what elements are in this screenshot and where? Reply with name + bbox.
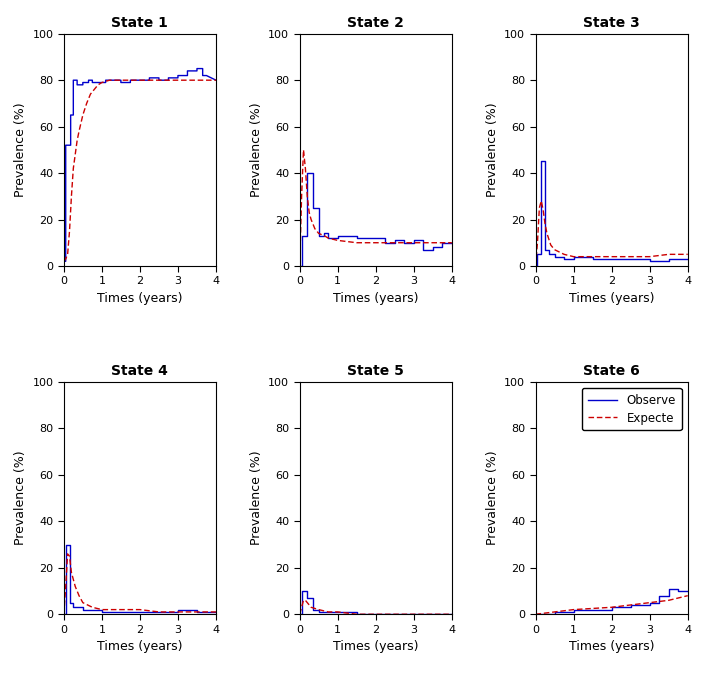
Legend: Observe, Expecte: Observe, Expecte [581,388,682,431]
Title: State 4: State 4 [111,364,168,378]
X-axis label: Times (years): Times (years) [569,292,654,305]
X-axis label: Times (years): Times (years) [333,292,418,305]
Y-axis label: Prevalence (%): Prevalence (%) [250,103,263,197]
Title: State 6: State 6 [584,364,640,378]
Y-axis label: Prevalence (%): Prevalence (%) [486,451,498,545]
Title: State 3: State 3 [584,16,640,30]
X-axis label: Times (years): Times (years) [333,640,418,653]
Title: State 1: State 1 [111,16,168,30]
Title: State 5: State 5 [347,364,404,378]
Title: State 2: State 2 [347,16,404,30]
X-axis label: Times (years): Times (years) [569,640,654,653]
Y-axis label: Prevalence (%): Prevalence (%) [250,451,263,545]
Y-axis label: Prevalence (%): Prevalence (%) [486,103,498,197]
X-axis label: Times (years): Times (years) [97,640,183,653]
Y-axis label: Prevalence (%): Prevalence (%) [14,451,27,545]
X-axis label: Times (years): Times (years) [97,292,183,305]
Y-axis label: Prevalence (%): Prevalence (%) [14,103,27,197]
